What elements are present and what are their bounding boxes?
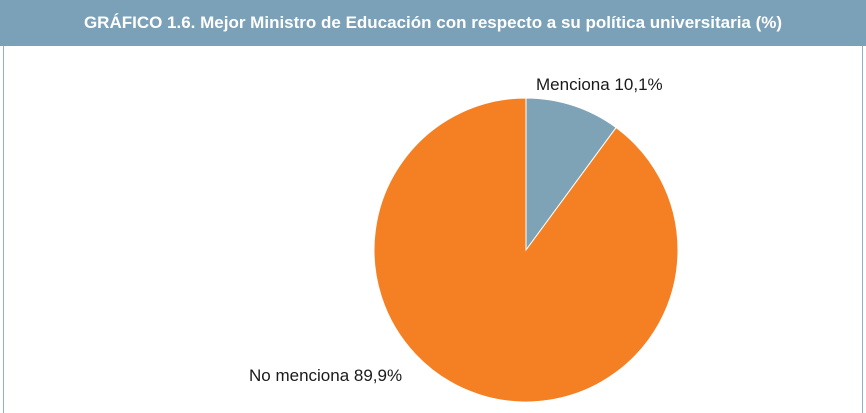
pie-slice-no-menciona: [373, 97, 679, 403]
slice-label-no-menciona: No menciona 89,9%: [249, 366, 402, 385]
pie-slices: [373, 97, 679, 403]
pie-slice-menciona: [525, 97, 617, 252]
chart-title: GRÁFICO 1.6. Mejor Ministro de Educación…: [0, 0, 866, 46]
slice-label-menciona: Menciona 10,1%: [536, 75, 663, 94]
chart-panel: [3, 46, 863, 413]
